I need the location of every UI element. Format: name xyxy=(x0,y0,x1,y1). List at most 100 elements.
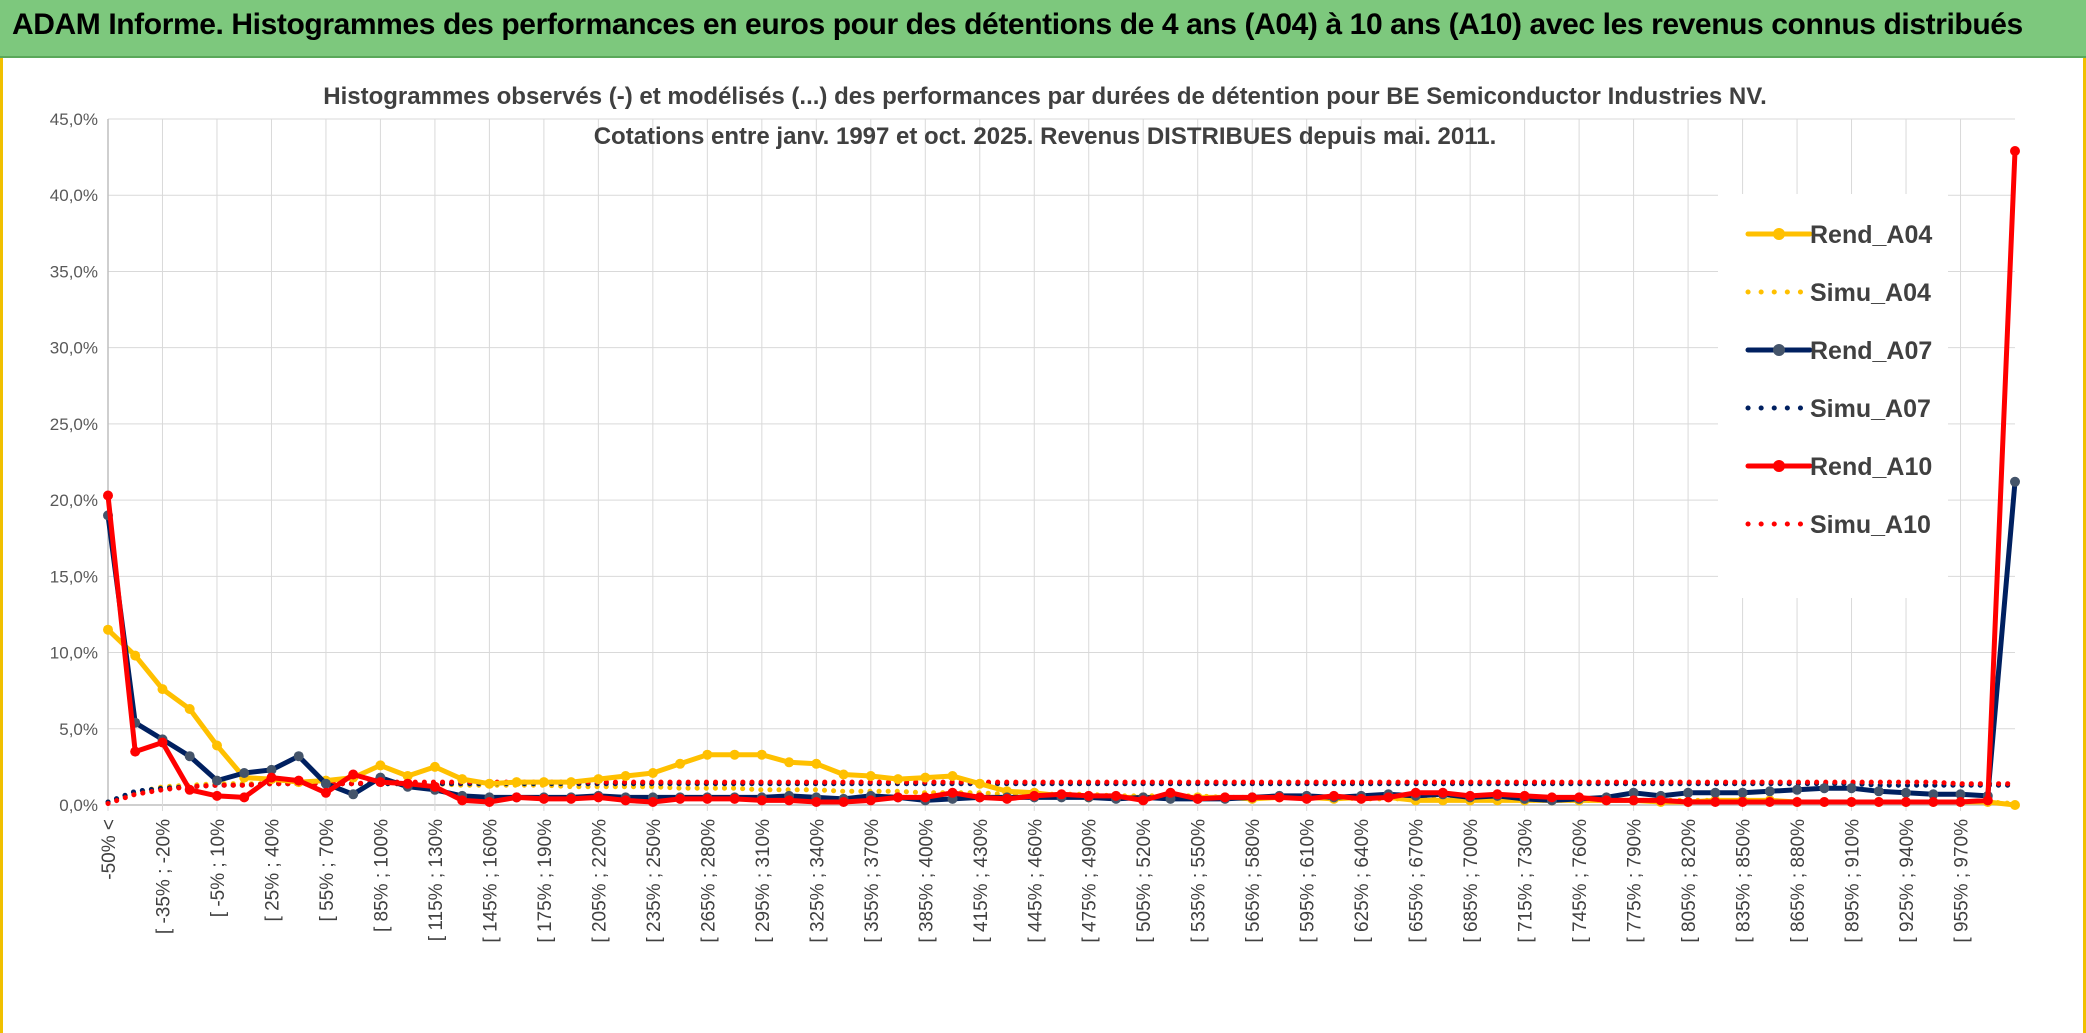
data-point xyxy=(1873,786,1884,797)
data-point xyxy=(1220,792,1230,803)
legend-item: Rend_A07 xyxy=(1745,337,1932,365)
gridlines xyxy=(107,118,2015,811)
legend-item: Simu_A04 xyxy=(1745,279,1931,307)
data-point xyxy=(1764,797,1775,807)
data-point xyxy=(1901,787,1911,798)
x-tick-label: [ 505% ; 520% xyxy=(1134,819,1155,943)
data-point xyxy=(1274,792,1285,803)
data-point xyxy=(348,789,359,800)
legend-marker xyxy=(1773,228,1785,240)
data-point xyxy=(1628,787,1639,798)
data-point xyxy=(1165,787,1176,798)
x-tick-label: [ 145% ; 160% xyxy=(480,819,501,943)
data-point xyxy=(130,746,141,757)
data-point xyxy=(348,769,359,780)
data-point xyxy=(1138,795,1149,806)
x-tick-label: [ 925% ; 940% xyxy=(1897,819,1918,943)
y-tick-label: 20,0% xyxy=(50,491,98,510)
histogram-chart: 0,0% 5,0% 10,0% 15,0% 20,0% 25,0% 30,0% 35,0% 40… xyxy=(50,83,2020,943)
series-lines xyxy=(103,146,2020,810)
x-tick-label: [ 625% ; 640% xyxy=(1352,819,1373,943)
x-tick-label: [ 685% ; 700% xyxy=(1461,819,1482,943)
y-tick-label: 10,0% xyxy=(50,644,98,663)
data-point xyxy=(1383,792,1394,803)
data-point xyxy=(184,751,195,762)
chart-frame: 0,0% 5,0% 10,0% 15,0% 20,0% 25,0% 30,0% 35,0% 40… xyxy=(0,58,2086,1033)
y-tick-label: 0,0% xyxy=(59,796,98,815)
x-tick-label: [ -35% ; -20% xyxy=(153,819,174,934)
data-point xyxy=(1737,797,1748,807)
x-tick-label: [ 115% ; 130% xyxy=(426,819,447,941)
data-point xyxy=(647,768,658,778)
data-point xyxy=(266,764,277,775)
data-point xyxy=(538,793,549,804)
x-tick-label: [ 325% ; 340% xyxy=(807,819,828,943)
y-tick-label: 30,0% xyxy=(50,339,98,358)
x-tick-label: [ 895% ; 910% xyxy=(1843,819,1864,943)
data-point xyxy=(620,771,631,781)
data-point xyxy=(157,737,168,748)
data-point xyxy=(920,792,931,803)
x-tick-label: [ 955% ; 970% xyxy=(1952,819,1973,943)
data-point xyxy=(1083,790,1094,801)
data-point xyxy=(239,768,250,778)
data-point xyxy=(293,751,304,762)
legend-label: Rend_A10 xyxy=(1810,453,1932,481)
data-point xyxy=(130,650,141,661)
data-point xyxy=(1628,795,1639,806)
data-point xyxy=(1710,787,1721,798)
data-point xyxy=(1928,789,1939,800)
y-tick-label: 25,0% xyxy=(50,415,98,434)
data-point xyxy=(1982,795,1993,806)
legend-marker xyxy=(1773,344,1785,356)
legend-item: Simu_A07 xyxy=(1745,395,1931,423)
data-point xyxy=(702,793,713,804)
data-point xyxy=(1519,790,1530,801)
data-point xyxy=(320,787,331,798)
data-point xyxy=(1873,797,1884,807)
data-point xyxy=(1410,787,1421,798)
data-point xyxy=(375,760,386,771)
data-point xyxy=(538,777,549,788)
data-point xyxy=(756,795,767,806)
data-point xyxy=(293,775,304,786)
chart-title: Histogrammes observés (-) et modélisés (… xyxy=(323,83,1766,110)
legend-label: Simu_A04 xyxy=(1810,279,1931,307)
legend-label: Rend_A07 xyxy=(1810,337,1932,365)
data-point xyxy=(1901,797,1911,807)
data-point xyxy=(239,792,250,803)
data-point xyxy=(784,795,795,806)
data-point xyxy=(212,740,222,751)
data-point xyxy=(1056,789,1067,800)
x-tick-label: [ 85% ; 100% xyxy=(371,819,392,932)
data-point xyxy=(675,758,686,769)
report-title: ADAM Informe. Histogrammes des performan… xyxy=(12,8,2023,41)
data-point xyxy=(1846,783,1857,794)
data-point xyxy=(1192,793,1203,804)
data-point xyxy=(1764,786,1775,797)
data-point xyxy=(402,778,413,789)
data-point xyxy=(212,790,222,801)
data-point xyxy=(729,749,740,760)
x-tick-label: [ 865% ; 880% xyxy=(1788,819,1809,943)
report-header: ADAM Informe. Histogrammes des performan… xyxy=(0,0,2086,58)
y-tick-label: 45,0% xyxy=(50,110,98,129)
data-point xyxy=(920,772,931,783)
data-point xyxy=(811,758,822,769)
data-point xyxy=(484,778,495,789)
x-tick-label: [ 715% ; 730% xyxy=(1516,819,1537,943)
data-point xyxy=(1111,790,1121,801)
data-point xyxy=(893,792,903,803)
data-point xyxy=(566,777,577,788)
data-point xyxy=(103,624,113,635)
data-point xyxy=(429,761,440,772)
data-point xyxy=(593,792,604,803)
data-point xyxy=(1737,787,1748,798)
x-tick-label: [ 385% ; 400% xyxy=(916,819,937,943)
data-point xyxy=(1356,793,1367,804)
y-tick-label: 40,0% xyxy=(50,186,98,205)
y-tick-label: 15,0% xyxy=(50,567,98,586)
data-point xyxy=(947,771,958,781)
data-point xyxy=(947,787,958,798)
data-point xyxy=(511,792,522,803)
